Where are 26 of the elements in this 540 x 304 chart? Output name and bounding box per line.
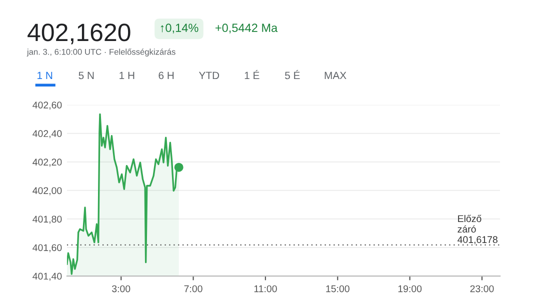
y-tick-label: 402,60 (32, 102, 62, 110)
text: +0,5442 Ma (215, 24, 278, 34)
text: jan. 3., 6:10:00 UTC · Felelősségkizárás (26, 48, 176, 56)
y-tick-label: 402,00 (32, 187, 62, 196)
chart-title: 402,1620 (28, 24, 130, 44)
text: MAX (324, 72, 346, 80)
text: YTD (198, 72, 220, 80)
y-tick-label: 401,80 (32, 216, 62, 224)
text: 5 N (78, 72, 94, 80)
text: 6 H (158, 72, 174, 80)
x-tick-label: 15:00 (326, 285, 350, 292)
y-tick-label: 401,40 (32, 272, 62, 281)
text: 1 H (120, 72, 134, 80)
x-tick-label: 19:00 (398, 285, 422, 292)
y-tick-label: 402,40 (32, 130, 62, 138)
ref-line-label: Előző záró 401,6178 (458, 214, 498, 244)
text: 1 É (244, 70, 260, 80)
text: ↑0,14% (160, 24, 198, 34)
x-tick-label: 3:00 (112, 285, 130, 292)
y-tick-label: 402,20 (32, 158, 62, 167)
text: 1 N (38, 72, 52, 80)
y-tick-label: 401,60 (32, 244, 62, 252)
x-tick-label: 7:00 (184, 285, 202, 292)
x-tick-label: 11:00 (254, 285, 277, 292)
x-tick-label: 23:00 (470, 285, 494, 292)
text: 5 É (284, 70, 300, 80)
